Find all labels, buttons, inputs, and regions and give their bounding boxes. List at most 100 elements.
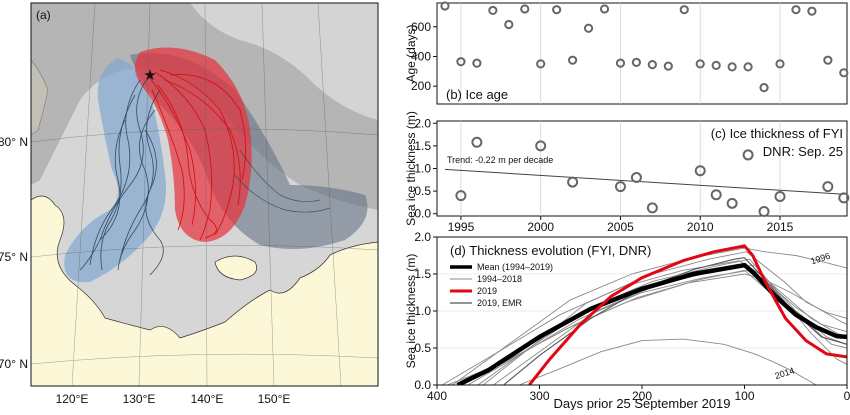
- y-tick-label: 0.0: [414, 207, 431, 221]
- y-tick-label: 600: [411, 20, 431, 34]
- mean-line: [456, 262, 847, 385]
- data-point: [599, 4, 610, 14]
- panel-title: (d) Thickness evolution (FYI, DNR): [450, 243, 651, 258]
- data-point: [472, 58, 482, 68]
- panel-c-ice-thickness: 1995 2000 2005 2010 2015 0.0 0.5 1.0 1.5 2.0 Trend…: [404, 111, 850, 234]
- line-2019: [528, 244, 847, 385]
- data-point: [663, 61, 673, 71]
- y-tick-label: 2.0: [414, 116, 431, 130]
- trend-line: [444, 168, 844, 195]
- legend-label: 1994–2018: [477, 274, 522, 284]
- data-point: [742, 149, 754, 161]
- y-axis-label: Sea ice thickness (m): [404, 254, 418, 369]
- data-point: [823, 55, 833, 65]
- panel-b-ice-age: 200 400 600 (b) Ice age Age (days): [404, 1, 849, 105]
- map-ice-cover-bright: [190, 3, 378, 120]
- data-point: [567, 176, 579, 188]
- data-point: [520, 4, 530, 14]
- map-graticule: [31, 3, 378, 386]
- legend-label: Mean (1994–2019): [477, 262, 553, 272]
- data-point: [504, 19, 514, 30]
- lat-label-80: 80° N: [0, 135, 28, 149]
- data-point: [743, 62, 753, 72]
- data-point: [455, 190, 467, 202]
- y-tick-label: 2.0: [414, 230, 431, 244]
- data-point: [695, 59, 705, 69]
- y-tick-label: 1.0: [414, 162, 431, 176]
- map-red-region: [135, 47, 252, 242]
- y-axis-label: Age (days): [404, 24, 418, 82]
- data-point: [471, 136, 483, 148]
- lat-label-75: 75° N: [0, 250, 28, 264]
- trend-label: Trend: -0.22 m per decade: [447, 155, 553, 165]
- x-tick-label: 100: [734, 389, 754, 403]
- dark-drift-tracks: [234, 149, 331, 213]
- data-point: [758, 205, 770, 217]
- data-point: [630, 172, 642, 184]
- star-icon: ★: [143, 67, 156, 84]
- y-tick-label: 0.0: [414, 378, 431, 392]
- plot-frame: [436, 2, 848, 105]
- y-tick-label: 1.5: [414, 267, 431, 281]
- data-point: [631, 57, 642, 68]
- data-point: [647, 60, 657, 70]
- data-point: [535, 140, 547, 152]
- data-point: [822, 181, 834, 193]
- data-point: [646, 202, 658, 214]
- y-tick-label: 0.5: [414, 184, 431, 198]
- line-1994-2018: [518, 338, 817, 385]
- x-tick-label: 2005: [607, 220, 634, 234]
- panel-title: (c) Ice thickness of FYI: [711, 126, 843, 141]
- lon-label-120: 120°E: [56, 392, 89, 406]
- data-point: [583, 23, 594, 33]
- data-point: [536, 59, 546, 69]
- data-point: [726, 197, 738, 209]
- map-panel: ★ (a) 80° N 75° N 70° N 120°E 130°E 140°…: [0, 2, 379, 406]
- x-tick-label: 200: [632, 389, 652, 403]
- panel-title: (b) Ice age: [446, 87, 508, 102]
- x-axis-label: Days prior 25 September 2019: [553, 396, 730, 410]
- data-point: [568, 55, 578, 65]
- y-tick-label: 1.5: [414, 139, 431, 153]
- map-panel-label: (a): [36, 8, 51, 22]
- x-tick-label: 2000: [527, 220, 554, 234]
- data-point: [615, 58, 626, 68]
- legend-label: 2019, EMR: [477, 298, 523, 308]
- data-point: [727, 62, 737, 72]
- data-point: [838, 192, 850, 204]
- map-blue-region: [64, 58, 166, 283]
- y-tick-label: 0.5: [414, 341, 431, 355]
- data-point: [759, 83, 769, 93]
- y-tick-label: 200: [411, 79, 431, 93]
- x-tick-label: 1995: [448, 220, 475, 234]
- panel-subtitle: DNR: Sep. 25: [763, 144, 843, 159]
- lat-label-70: 70° N: [0, 357, 28, 371]
- red-drift-tracks: [149, 69, 247, 241]
- data-point: [775, 59, 785, 69]
- data-point: [552, 5, 562, 15]
- line-1994-2018: [452, 247, 847, 385]
- data-point: [791, 5, 801, 15]
- data-point: [488, 5, 498, 16]
- legend-label: 2019: [477, 286, 497, 296]
- data-point: [711, 60, 721, 70]
- map-land-island: [214, 255, 258, 281]
- data-point: [456, 57, 466, 67]
- lon-label-130: 130°E: [123, 392, 156, 406]
- data-point: [694, 165, 706, 177]
- data-point: [440, 1, 450, 11]
- line-1994-2018: [482, 251, 847, 385]
- y-axis-label: Sea ice thickness (m): [404, 111, 418, 226]
- y-tick-label: 400: [411, 49, 431, 63]
- x-tick-label: 400: [427, 389, 447, 403]
- data-point: [679, 5, 689, 15]
- data-point: [807, 6, 817, 16]
- x-tick-label: 0: [844, 389, 850, 403]
- x-tick-label: 300: [529, 389, 549, 403]
- lon-label-140: 140°E: [191, 392, 224, 406]
- lon-label-150: 150°E: [258, 392, 291, 406]
- data-point: [710, 189, 722, 201]
- legend: Mean (1994–2019) 1994–2018 2019 2019, EMR: [450, 262, 553, 308]
- x-tick-label: 2015: [767, 220, 794, 234]
